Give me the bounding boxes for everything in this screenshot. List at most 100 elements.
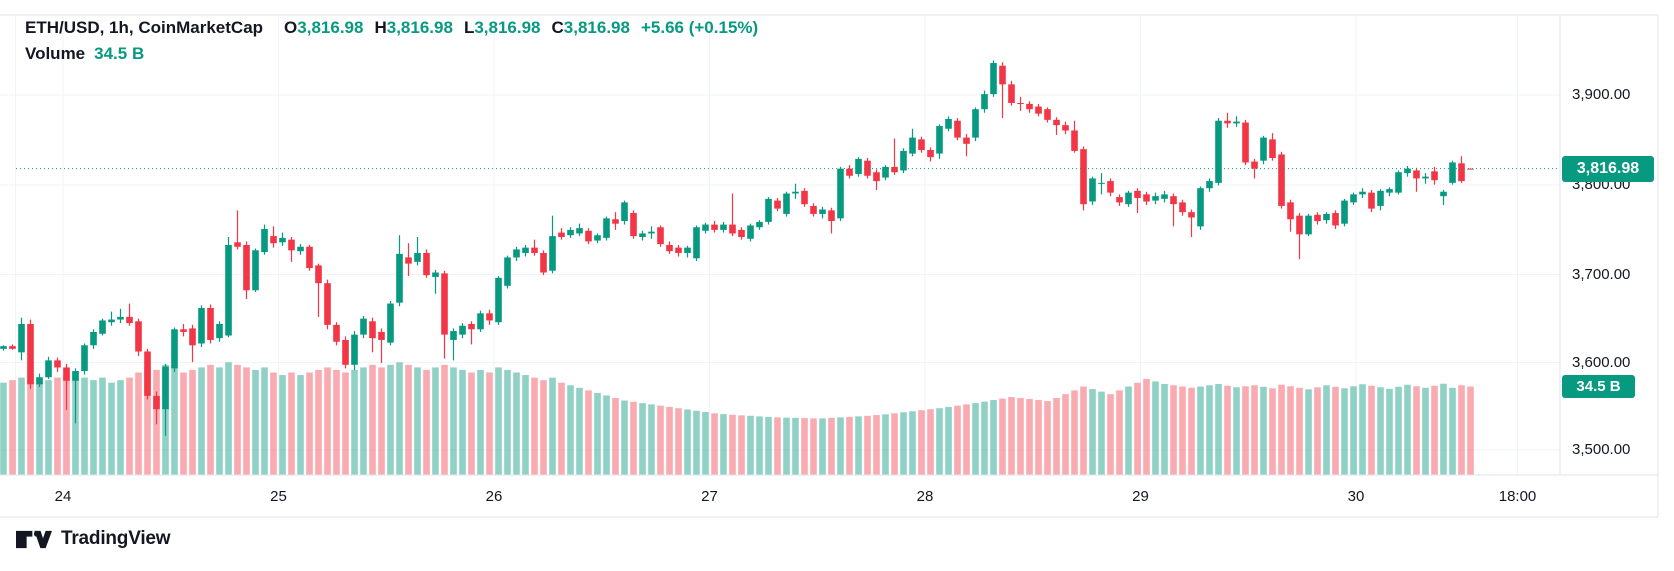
price-tick-label: 3,900.00 [1572,86,1631,103]
volume-bar [369,364,376,475]
tradingview-logo[interactable]: TradingView [16,528,171,550]
candle-body [1215,120,1222,183]
time-tick-label: 26 [485,488,503,505]
candle-body [1107,181,1114,193]
candle-body [945,118,952,129]
candle-body [513,249,520,258]
candle-body [405,257,412,264]
time-axis[interactable] [0,475,1658,517]
candle-body [1098,182,1105,184]
candle-body [423,252,430,276]
volume-bar [684,409,691,475]
volume-bar [1080,386,1087,475]
volume-bar [1449,387,1456,475]
candle-body [738,229,745,237]
candle-body [666,244,673,252]
open-label: O [284,18,298,37]
volume-bar [360,367,367,475]
candle-body [1116,197,1123,203]
candle-body [1134,190,1141,198]
candle-body [1035,106,1042,114]
candle-body [18,323,25,353]
volume-bar [1206,385,1213,475]
candle-body [180,329,187,332]
volume-label[interactable]: Volume [25,44,86,63]
candle-body [1359,191,1366,195]
volume-bar [1251,385,1258,475]
candle-body [1260,137,1267,161]
volume-bar [612,398,619,475]
volume-bar [1359,384,1366,475]
candle-body [54,360,61,368]
candle-body [495,277,502,323]
candle-body [324,283,331,325]
candle-body [783,193,790,214]
candle-body [297,246,304,252]
volume-bar [1296,387,1303,475]
candle-body [468,323,475,330]
volume-bar [261,367,268,475]
candle-body [1197,188,1204,227]
candle-body [810,205,817,214]
volume-bar [720,414,727,475]
volume-bar [936,408,943,475]
tradingview-logo-text: TradingView [61,528,171,549]
candle-body [873,172,880,182]
volume-bar [783,417,790,475]
candle-body [81,345,88,372]
candle-body [1341,200,1348,224]
volume-bar [378,367,385,475]
volume-bar [396,362,403,475]
volume-bar [45,380,52,475]
candle-body [1431,171,1438,181]
candle-body [567,229,574,236]
candle-body [576,228,583,234]
candle-body [819,209,826,214]
candle-body [972,109,979,138]
volume-bar [513,372,520,475]
symbol-title[interactable]: ETH/USD, 1h, CoinMarketCap [25,18,264,37]
volume-bar [1116,390,1123,475]
candle-body [1305,215,1312,235]
volume-bar [792,417,799,475]
volume-bar [639,403,646,475]
candle-body [504,257,511,286]
candle-body [288,239,295,251]
volume-bar [873,415,880,475]
price-axis[interactable] [1560,15,1658,475]
candle-body [648,231,655,234]
candle-body [36,377,43,385]
volume-bar [99,377,106,475]
volume-bar [1287,386,1294,475]
volume-bar [603,395,610,475]
volume-bar [135,372,142,475]
candle-body [216,323,223,339]
volume-bar [522,375,529,475]
volume-bar [999,398,1006,475]
open-value: 3,816.98 [297,18,364,37]
volume-bar [549,377,556,475]
volume-bar [729,414,736,475]
volume-bar [693,410,700,475]
candle-body [639,233,646,237]
candle-body [981,94,988,110]
current-volume-badge: 34.5 B [1562,375,1635,399]
candle-body [45,360,52,378]
high-label: H [374,18,387,37]
candle-body [1287,202,1294,220]
low-value: 3,816.98 [474,18,541,37]
candle-body [864,160,871,176]
candle-body [1251,161,1258,169]
high-value: 3,816.98 [386,18,453,37]
volume-bar [288,372,295,475]
volume-bar [1062,394,1069,475]
candle-body [954,120,961,138]
tradingview-logo-icon [16,530,52,548]
volume-bar [1341,388,1348,475]
volume-bar [846,416,853,475]
candle-body [1422,176,1429,179]
volume-bar [297,375,304,475]
volume-bar [108,382,115,475]
candle-body [72,371,79,381]
